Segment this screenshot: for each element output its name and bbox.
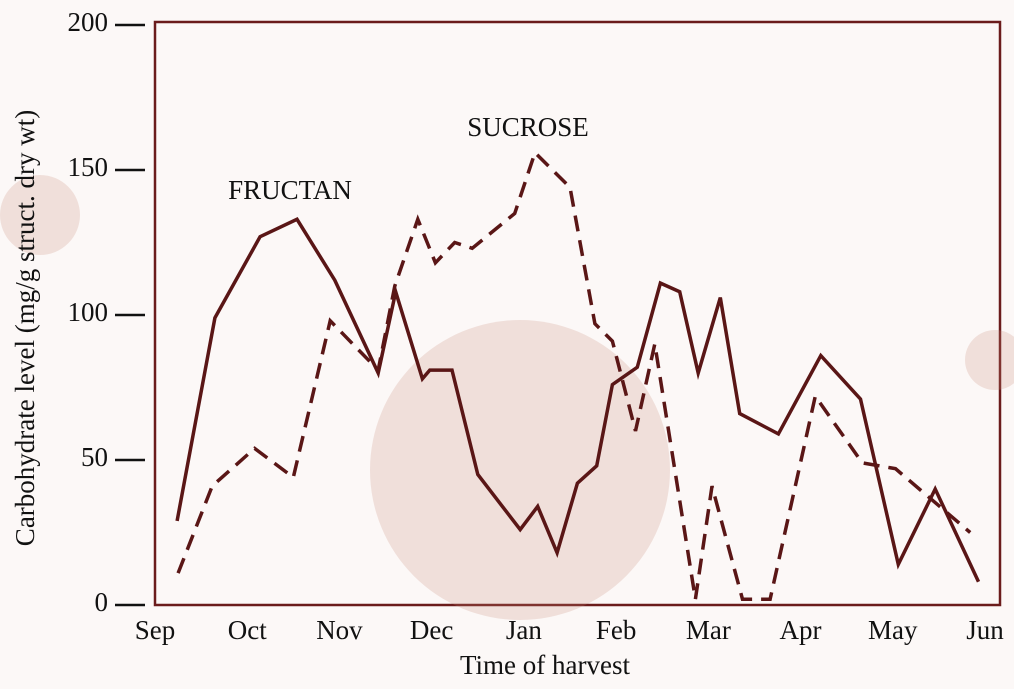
- x-tick-label: Jun: [966, 615, 1004, 645]
- x-tick-label: Feb: [596, 615, 637, 645]
- x-tick-label: Dec: [410, 615, 453, 645]
- y-tick-label: 200: [68, 7, 109, 37]
- x-tick-label: Oct: [228, 615, 267, 645]
- watermark: [0, 175, 1014, 620]
- x-tick-label: Apr: [780, 615, 822, 645]
- y-tick-label: 150: [68, 152, 109, 182]
- x-tick-label: Jan: [506, 615, 542, 645]
- y-tick-label: 50: [81, 442, 108, 472]
- x-tick-label: Nov: [316, 615, 363, 645]
- x-tick-label: Mar: [686, 615, 731, 645]
- y-tick-label: 100: [68, 297, 109, 327]
- y-axis-label: Carbohydrate level (mg/g struct. dry wt): [10, 110, 40, 546]
- page: {"chart_data": { "type": "line", "x_labe…: [0, 0, 1014, 689]
- x-tick-label: May: [868, 615, 918, 645]
- x-axis-label: Time of harvest: [460, 650, 630, 680]
- chart: Time of harvest Carbohydrate level (mg/g…: [0, 0, 1014, 684]
- annotation: SUCROSE: [467, 112, 589, 142]
- x-tick-label: Sep: [135, 615, 176, 645]
- annotation: FRUCTAN: [228, 175, 352, 205]
- y-tick-label: 0: [95, 587, 109, 617]
